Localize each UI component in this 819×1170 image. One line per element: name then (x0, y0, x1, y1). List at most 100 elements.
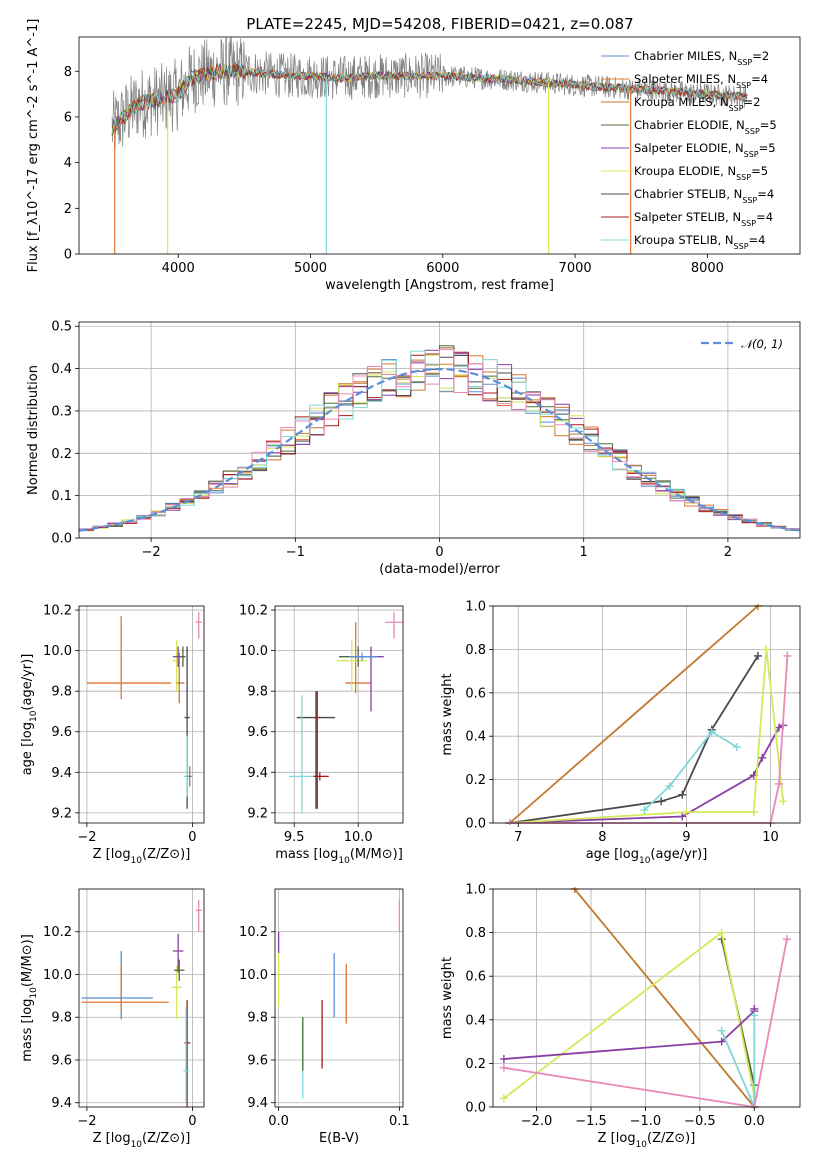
point-3 (172, 933, 184, 973)
point-4 (345, 622, 371, 694)
legend-label-0: Chabrier MILES, NSSP=2 (634, 49, 769, 67)
x-axis-label: Z [log10(Z/Z⊙)] (598, 1131, 696, 1150)
legend-label-5: Kroupa ELODIE, NSSP=5 (634, 164, 768, 182)
series-marker-3 (678, 812, 687, 821)
series-marker-5 (782, 935, 791, 944)
y-tick-label: 0.6 (465, 686, 486, 701)
axes-frame (492, 888, 801, 1108)
y-tick-label: 0.4 (465, 1013, 486, 1028)
y-tick-label: 0.0 (465, 1101, 486, 1116)
x-tick-label: 5000 (294, 261, 327, 276)
y-tick-label: 9.8 (247, 685, 268, 700)
y-tick-label: 0 (64, 248, 72, 263)
series-marker-3 (774, 723, 783, 732)
point-5 (184, 1000, 191, 1107)
series-marker-3 (758, 753, 767, 762)
x-tick-label: −1.0 (630, 1114, 662, 1129)
x-tick-label: −1 (286, 545, 305, 560)
point-9 (385, 612, 403, 639)
series-marker-4 (762, 645, 771, 654)
point-1 (81, 965, 169, 1013)
legend-label-1: Salpeter MILES, NSSP=4 (634, 72, 768, 90)
point-8 (195, 612, 202, 639)
axes-frame (274, 605, 404, 824)
series-marker-2 (640, 805, 649, 814)
histogram-9 (79, 349, 800, 530)
y-tick-label: 10.0 (43, 968, 72, 983)
y-tick-label: 0.4 (51, 362, 72, 377)
y-tick-label: 0.4 (465, 730, 486, 745)
legend-label-6: Chabrier STELIB, NSSP=4 (634, 187, 774, 205)
x-tick-label: 9.5 (284, 830, 305, 845)
series-marker-4 (717, 1026, 726, 1035)
errorbars (81, 899, 202, 1107)
point-2 (176, 652, 185, 704)
x-axis-label: mass [log10(M/M⊙)] (275, 847, 403, 866)
point-0 (86, 616, 172, 700)
y-axis-label: Normed distribution (26, 365, 41, 495)
x-tick-label: −0.5 (684, 1114, 716, 1129)
point-8 (349, 652, 378, 661)
y-axis-label: age [log10(age/yr)] (20, 654, 39, 776)
x-tick-label: 2 (724, 545, 732, 560)
panel-7: −2.0 −1.5 −1.0 −0.5 0.0 0.0 0.2 0.4 0.6 0.8 1.0 Z [… (440, 883, 801, 1150)
axes-frame (78, 605, 205, 824)
x-tick-label: 6000 (426, 261, 459, 276)
series-marker-2 (499, 1094, 508, 1103)
axes-frame (492, 605, 801, 824)
x-axis-label: E(B-V) (319, 1131, 359, 1146)
point-7 (195, 899, 202, 932)
y-tick-label: 10.0 (43, 644, 72, 659)
y-tick-label: 10.0 (239, 644, 268, 659)
y-tick-label: 0.8 (465, 643, 486, 658)
x-tick-label: 0 (435, 545, 443, 560)
weight-lines (499, 887, 791, 1109)
y-tick-label: 9.8 (51, 1011, 72, 1026)
legend-label-8: Kroupa STELIB, NSSP=4 (634, 233, 765, 251)
series-marker-3 (499, 1055, 508, 1064)
panel-3: 9.5 10.0 9.2 9.4 9.6 9.8 10.0 10.2 mass [log10(M… (239, 604, 404, 866)
x-axis-label: age [log10(age/yr)] (586, 847, 708, 866)
y-tick-label: 9.6 (247, 725, 268, 740)
normal-curve (78, 367, 801, 532)
histograms (78, 345, 801, 532)
spectrum-lines (111, 37, 748, 254)
panel-1: −2 −1 0 1 2 0.0 0.1 0.2 0.3 0.4 0.5 (data-model)/er… (26, 320, 801, 577)
model-spectrum-8 (111, 63, 748, 133)
x-tick-label: 7000 (559, 261, 592, 276)
x-tick-label: −1.5 (575, 1114, 607, 1129)
x-tick-label: 8 (598, 830, 606, 845)
x-tick-label: −2 (77, 830, 96, 845)
panel-5: −2 0 9.4 9.6 9.8 10.0 10.2 Z [log10(Z/Z⊙)] mass … (20, 888, 205, 1150)
series-line-0 (573, 888, 755, 1108)
y-tick-label: 0.3 (51, 404, 72, 419)
panel-2: −2 0 9.2 9.4 9.6 9.8 10.0 10.2 Z [log10(Z/Z⊙)] ag… (20, 604, 205, 866)
y-tick-label: 9.8 (247, 1011, 268, 1026)
y-tick-label: 9.8 (51, 685, 72, 700)
point-4 (180, 646, 186, 667)
point-3 (313, 772, 329, 781)
series-marker-1 (657, 797, 666, 806)
errorbars (289, 612, 403, 813)
x-tick-label: 10.0 (344, 830, 373, 845)
series-marker-5 (774, 779, 783, 788)
y-tick-label: 10.2 (43, 925, 72, 940)
legend-label-2: Kroupa MILES, NSSP=2 (634, 95, 760, 113)
series-marker-4 (749, 808, 758, 817)
x-tick-label: −2 (77, 1114, 96, 1129)
y-axis-label: Flux [f_λ10^-17 erg cm^-2 s^-1 A^-1] (26, 19, 41, 273)
series-marker-5 (499, 1063, 508, 1072)
x-tick-label: 10 (762, 830, 779, 845)
y-tick-label: 9.4 (51, 1096, 72, 1111)
x-tick-label: 0.0 (268, 1114, 289, 1129)
series-marker-4 (779, 797, 788, 806)
errorbars (86, 612, 202, 809)
y-tick-label: 1.0 (465, 600, 486, 615)
x-tick-label: 8000 (691, 261, 724, 276)
legend-label-3: Chabrier ELODIE, NSSP=5 (634, 118, 777, 136)
x-tick-label: −2.0 (521, 1114, 553, 1129)
series-line-1 (720, 938, 756, 1107)
panel-4: 7 8 9 10 0.0 0.2 0.4 0.6 0.8 1.0 age [log10(age/yr… (440, 600, 801, 866)
series-marker-1 (753, 651, 762, 660)
series-marker-4 (750, 1011, 759, 1020)
